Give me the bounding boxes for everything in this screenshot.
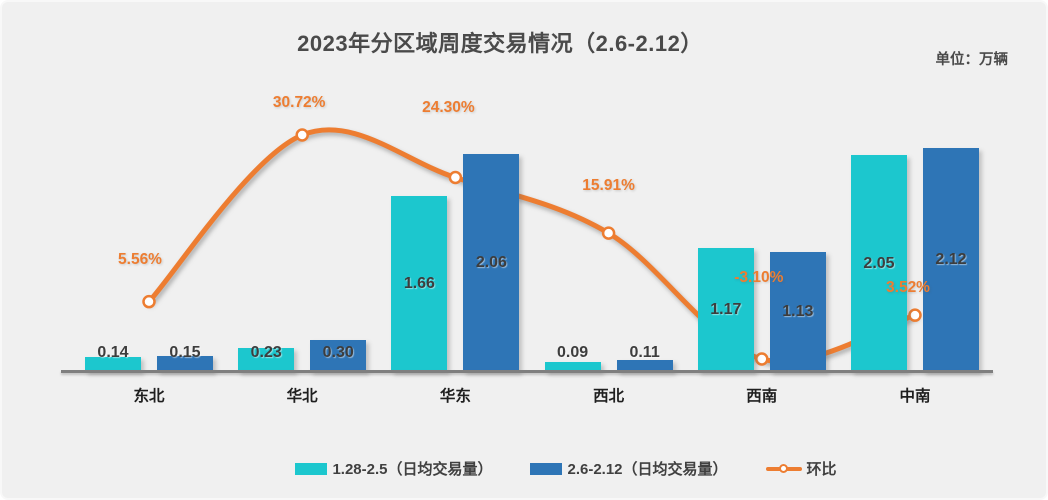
legend-swatch-icon	[530, 462, 563, 475]
pct-label-华北: 30.72%	[272, 94, 326, 111]
legend-line-marker-icon	[765, 463, 802, 475]
line-marker-华东	[448, 170, 463, 185]
bar-value-label: 1.17	[710, 301, 742, 319]
legend-label: 环比	[806, 461, 837, 478]
unit-label: 单位：万辆	[935, 52, 1009, 68]
line-marker-中南	[908, 308, 922, 322]
x-axis-line	[61, 370, 993, 373]
bar-value-label: 2.12	[935, 250, 967, 268]
bar-1.28-2.5（日均交易量）-西北	[544, 362, 601, 372]
legend-item-环比: 环比	[765, 458, 837, 479]
bar-1.28-2.5（日均交易量）-西南	[697, 248, 754, 372]
bar-value-label: 2.06	[475, 254, 507, 272]
x-axis-label-华北: 华北	[286, 388, 318, 405]
bar-1.28-2.5（日均交易量）-华北	[238, 347, 295, 372]
bar-value-label: 1.66	[403, 275, 435, 293]
line-marker-东北	[142, 294, 156, 309]
x-axis-label-西北: 西北	[593, 388, 625, 405]
bar-2.6-2.12（日均交易量）-东北	[157, 356, 213, 372]
bar-2.6-2.12（日均交易量）-西南	[769, 252, 826, 372]
line-marker-华北	[295, 128, 309, 142]
bar-value-label: 0.30	[322, 344, 354, 361]
legend-swatch-icon	[295, 462, 328, 475]
bar-2.6-2.12（日均交易量）-西北	[616, 360, 673, 372]
pct-label-西南: -3.10%	[734, 269, 784, 287]
pct-label-东北: 5.56%	[118, 250, 162, 268]
pct-label-华东: 24.30%	[422, 98, 475, 116]
legend: 1.28-2.5（日均交易量） 2.6-2.12（日均交易量） 环比	[44, 458, 1046, 479]
bar-value-label: 0.09	[557, 344, 589, 361]
bar-2.6-2.12（日均交易量）-中南	[923, 147, 979, 372]
bar-value-label: 2.05	[863, 254, 895, 272]
bar-value-label: 0.11	[629, 344, 660, 361]
bar-2.6-2.12（日均交易量）-华东	[463, 154, 520, 372]
line-marker-西北	[601, 226, 616, 240]
x-axis-label-西南: 西南	[746, 388, 778, 405]
line-marker-西南	[755, 352, 769, 366]
legend-label: 2.6-2.12（日均交易量）	[567, 461, 728, 478]
bar-value-label: 0.23	[250, 344, 282, 361]
bar-1.28-2.5（日均交易量）-东北	[85, 357, 141, 372]
pct-label-西北: 15.91%	[582, 177, 635, 195]
legend-item-1.28-2.5（日均交易量）: 1.28-2.5（日均交易量）	[295, 458, 492, 479]
bar-value-label: 0.15	[169, 344, 201, 361]
x-axis-label-中南: 中南	[899, 388, 931, 405]
x-axis-label-华东: 华东	[439, 388, 471, 405]
bar-2.6-2.12（日均交易量）-华北	[310, 340, 367, 372]
bar-value-label: 0.14	[97, 344, 129, 361]
bar-1.28-2.5（日均交易量）-中南	[851, 155, 907, 372]
chart-title: 2023年分区域周度交易情况（2.6-2.12）	[297, 31, 703, 56]
pct-label-中南: 3.52%	[886, 279, 930, 297]
bar-1.28-2.5（日均交易量）-华东	[391, 196, 448, 372]
x-axis-label-东北: 东北	[133, 388, 165, 405]
bar-value-label: 1.13	[782, 303, 814, 321]
legend-item-2.6-2.12（日均交易量）: 2.6-2.12（日均交易量）	[530, 458, 728, 479]
legend-label: 1.28-2.5（日均交易量）	[332, 461, 493, 478]
